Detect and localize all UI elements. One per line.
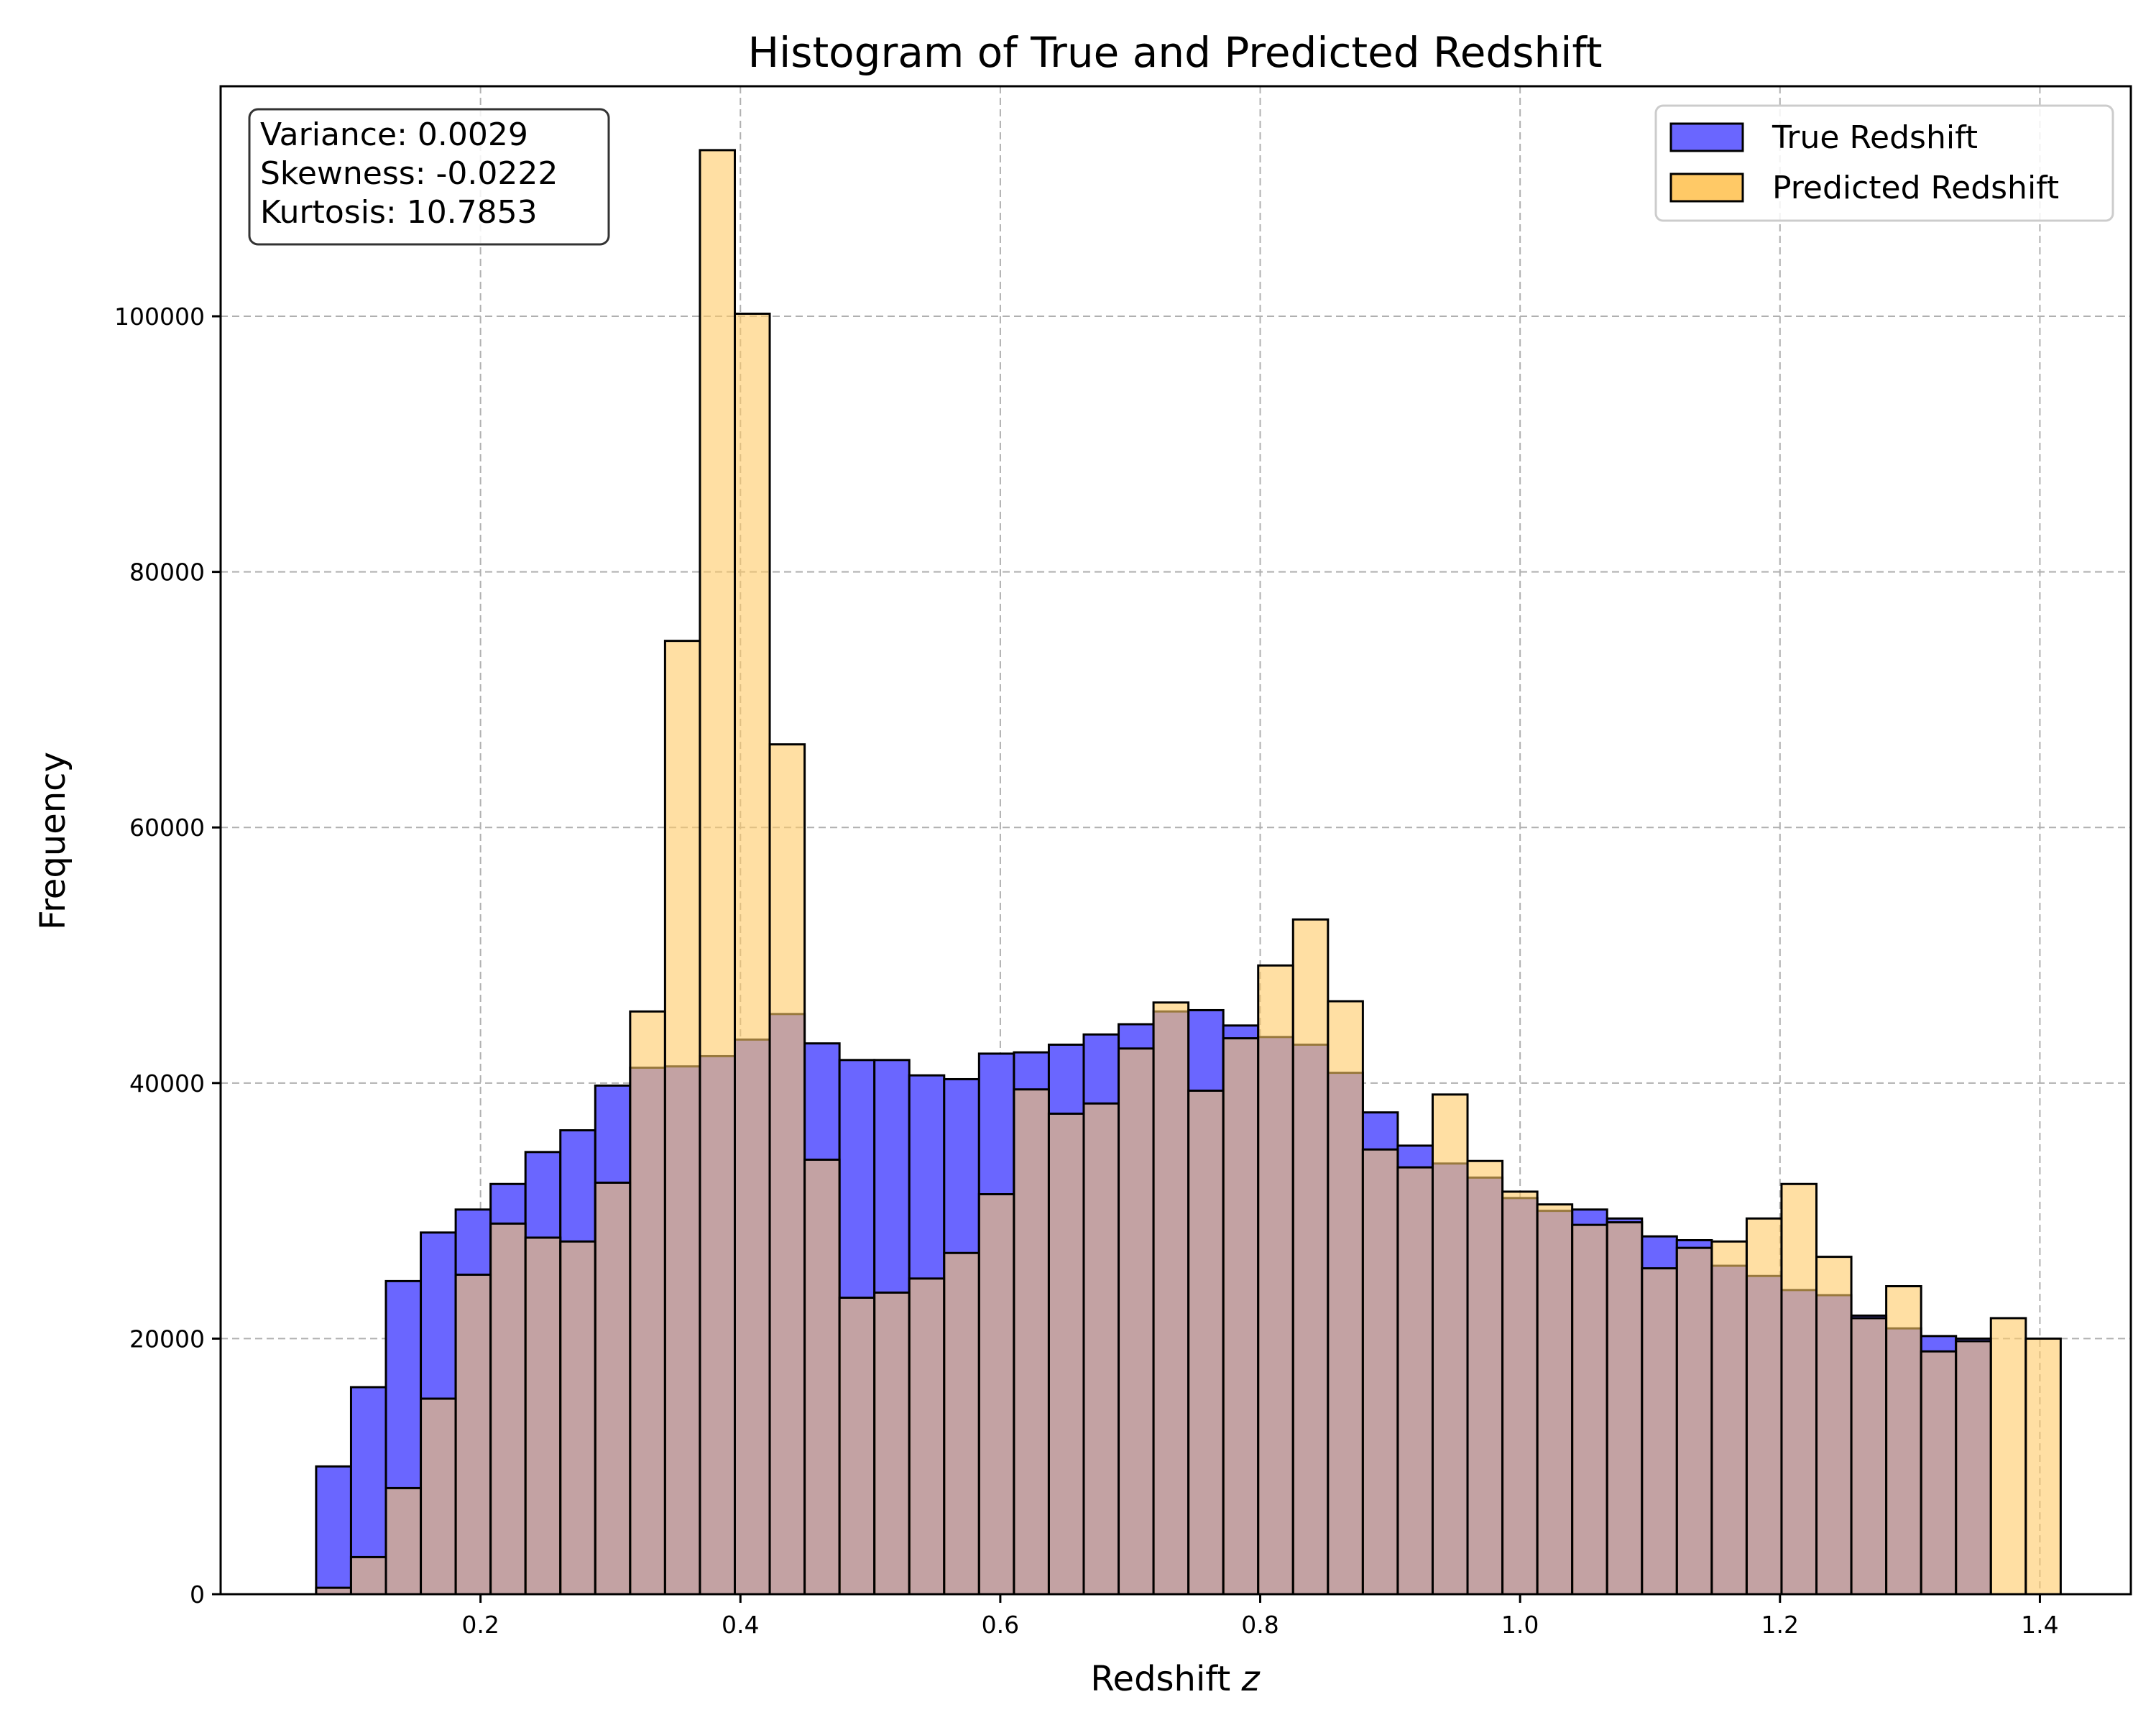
y-tick-label: 0: [190, 1581, 205, 1609]
predicted-redshift-bar: [1257, 964, 1294, 1596]
stats-box-frame: [248, 108, 610, 246]
y-tick-label: 60000: [129, 814, 205, 842]
chart-title: Histogram of True and Predicted Redshift: [748, 28, 1603, 77]
x-axis-label: Redshift z: [1090, 1659, 1261, 1699]
predicted-redshift-bar: [1710, 1240, 1748, 1596]
legend: True Redshift Predicted Redshift: [1654, 104, 2114, 222]
predicted-redshift-bar: [1850, 1317, 1888, 1596]
predicted-redshift-bar: [1291, 918, 1330, 1596]
predicted-redshift-bar: [489, 1222, 527, 1596]
predicted-redshift-bar: [1396, 1166, 1434, 1596]
predicted-redshift-bar: [1641, 1267, 1678, 1596]
predicted-redshift-bar: [1885, 1285, 1922, 1596]
predicted-redshift-bar: [1431, 1093, 1469, 1596]
x-tick-label: 0.6: [982, 1611, 1019, 1639]
predicted-redshift-bar: [803, 1158, 841, 1596]
predicted-redshift-bar: [524, 1236, 562, 1596]
x-tick-label: 1.2: [1761, 1611, 1799, 1639]
predicted-redshift-bar: [454, 1274, 492, 1596]
x-tick-label: 0.4: [722, 1611, 759, 1639]
x-tick-label: 1.0: [1501, 1611, 1539, 1639]
predicted-redshift-bar: [629, 1010, 666, 1596]
y-axis-ticks: 0 20000 40000 60000 80000 100000: [114, 303, 221, 1609]
predicted-redshift-bar: [1222, 1037, 1260, 1596]
predicted-redshift-bar: [1675, 1246, 1713, 1596]
predicted-redshift-bar: [1606, 1221, 1644, 1596]
predicted-redshift-bars: [315, 149, 2062, 1596]
legend-frame: [1654, 104, 2114, 222]
predicted-redshift-bar: [1571, 1223, 1608, 1596]
predicted-redshift-bar: [873, 1291, 911, 1596]
predicted-redshift-bar: [559, 1240, 596, 1596]
stats-skewness: Skewness: -0.0222: [260, 155, 558, 192]
x-tick-label: 1.4: [2021, 1611, 2058, 1639]
legend-swatch-true: [1669, 122, 1744, 152]
predicted-redshift-bar: [663, 640, 701, 1596]
axes-frame: [219, 85, 2132, 1596]
predicted-redshift-bar: [1152, 1001, 1190, 1596]
predicted-redshift-bar: [384, 1486, 423, 1596]
predicted-redshift-bar: [594, 1181, 632, 1596]
stats-box: Variance: 0.0029 Skewness: -0.0222 Kurto…: [248, 108, 610, 246]
predicted-redshift-bar: [1815, 1256, 1853, 1596]
y-axis-label: Frequency: [33, 752, 73, 930]
predicted-redshift-bar: [1082, 1102, 1120, 1596]
predicted-redshift-bar: [943, 1251, 980, 1596]
predicted-redshift-bar: [768, 743, 806, 1596]
predicted-redshift-bar: [349, 1555, 387, 1596]
predicted-redshift-bar: [2024, 1337, 2062, 1596]
x-tick-label: 0.2: [461, 1611, 499, 1639]
y-tick-label: 20000: [129, 1325, 205, 1353]
predicted-redshift-bar: [699, 149, 736, 1596]
legend-swatch-predicted: [1669, 172, 1744, 203]
predicted-redshift-bar: [1745, 1217, 1783, 1596]
y-tick-label: 40000: [129, 1070, 205, 1098]
true-redshift-bar: [315, 1465, 352, 1596]
legend-label-predicted: Predicted Redshift: [1772, 170, 2059, 206]
predicted-redshift-bar: [1989, 1317, 2027, 1596]
predicted-redshift-bar: [1327, 1000, 1364, 1596]
predicted-redshift-bar: [1501, 1190, 1539, 1596]
predicted-redshift-bar: [1920, 1350, 1958, 1596]
stats-variance: Variance: 0.0029: [260, 116, 528, 153]
stats-kurtosis: Kurtosis: 10.7853: [260, 194, 538, 231]
predicted-redshift-bar: [733, 312, 771, 1596]
predicted-redshift-bar: [908, 1277, 946, 1596]
y-tick-label: 100000: [114, 303, 205, 331]
predicted-redshift-bar: [1187, 1089, 1225, 1596]
predicted-redshift-bar: [1955, 1340, 1992, 1596]
x-axis-ticks: 0.2 0.4 0.6 0.8 1.0 1.2 1.4: [461, 1594, 2059, 1639]
predicted-redshift-bar: [1118, 1047, 1155, 1596]
y-tick-label: 80000: [129, 558, 205, 586]
predicted-redshift-bar: [1013, 1088, 1050, 1596]
predicted-redshift-bar: [838, 1297, 876, 1596]
legend-label-true: True Redshift: [1772, 119, 1978, 156]
predicted-redshift-bar: [420, 1397, 457, 1596]
x-tick-label: 0.8: [1241, 1611, 1279, 1639]
predicted-redshift-bar: [977, 1192, 1015, 1596]
predicted-redshift-bar: [1780, 1182, 1818, 1596]
predicted-redshift-bar: [1466, 1159, 1504, 1596]
predicted-redshift-bar: [1361, 1148, 1399, 1596]
predicted-redshift-bar: [1047, 1112, 1085, 1596]
predicted-redshift-bar: [1536, 1203, 1574, 1596]
